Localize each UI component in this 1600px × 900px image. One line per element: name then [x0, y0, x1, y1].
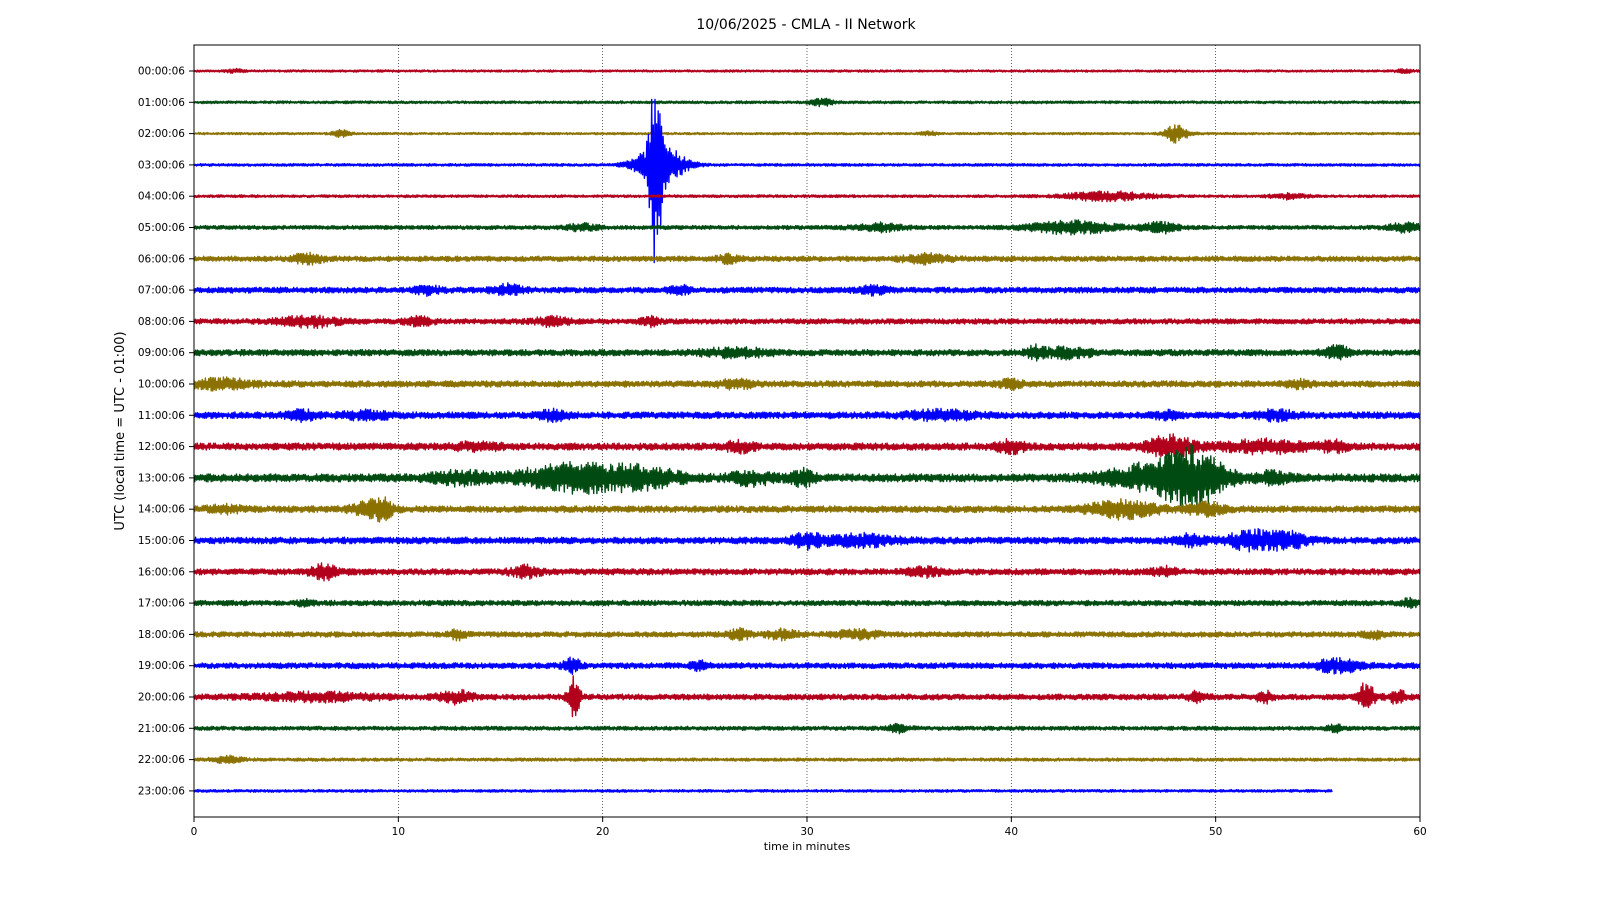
y-tick-label: 09:00:06 — [138, 347, 185, 359]
trace-row-20:00:06 — [193, 675, 1421, 718]
x-tick-label-0: 0 — [191, 826, 198, 838]
y-tick-label: 01:00:06 — [138, 97, 185, 109]
y-tick-label: 07:00:06 — [138, 285, 185, 297]
y-tick-label: 21:00:06 — [138, 723, 185, 735]
chart-title: 10/06/2025 - CMLA - II Network — [696, 17, 916, 33]
y-tick-label: 03:00:06 — [138, 159, 185, 171]
y-tick-label: 16:00:06 — [138, 566, 185, 578]
trace-row-21:00:06 — [193, 722, 1421, 735]
y-tick-label: 14:00:06 — [138, 504, 185, 516]
trace-row-17:00:06 — [193, 596, 1421, 610]
trace-row-16:00:06 — [193, 562, 1421, 582]
grid-lines — [398, 45, 1216, 817]
y-axis-label: UTC (local time = UTC - 01:00) — [113, 331, 128, 530]
y-tick-label: 11:00:06 — [138, 410, 185, 422]
y-tick-label: 18:00:06 — [138, 629, 185, 641]
plot-frame — [193, 44, 1421, 818]
x-tick-label-10: 10 — [392, 826, 405, 838]
trace-row-04:00:06 — [193, 190, 1421, 203]
y-tick-label: 05:00:06 — [138, 222, 185, 234]
x-axis-label: time in minutes — [764, 840, 851, 853]
y-tick-label: 19:00:06 — [138, 660, 185, 672]
trace-row-14:00:06 — [193, 496, 1421, 523]
seismic-traces — [193, 67, 1421, 793]
trace-row-10:00:06 — [193, 376, 1421, 392]
x-tick-label-20: 20 — [596, 826, 609, 838]
y-tick-label: 02:00:06 — [138, 128, 185, 140]
x-tick-label-30: 30 — [800, 826, 813, 838]
trace-row-12:00:06 — [193, 433, 1421, 461]
trace-row-01:00:06 — [193, 97, 1421, 108]
trace-row-11:00:06 — [193, 407, 1421, 424]
x-tick-label-50: 50 — [1209, 826, 1222, 838]
y-tick-label: 08:00:06 — [138, 316, 185, 328]
y-tick-label: 10:00:06 — [138, 379, 185, 391]
y-tick-label: 23:00:06 — [138, 785, 185, 797]
y-tick-label: 17:00:06 — [138, 598, 185, 610]
y-tick-label: 12:00:06 — [138, 441, 185, 453]
y-tick-label: 06:00:06 — [138, 253, 185, 265]
x-axis: 0 10 20 30 40 50 60 — [191, 817, 1427, 838]
trace-row-06:00:06 — [193, 251, 1421, 266]
trace-row-07:00:06 — [193, 282, 1421, 297]
trace-row-18:00:06 — [193, 626, 1421, 642]
trace-row-00:00:06 — [193, 67, 1421, 75]
x-tick-label-60: 60 — [1413, 826, 1426, 838]
y-tick-label: 15:00:06 — [138, 535, 185, 547]
y-axis: 00:00:06 01:00:06 02:00:06 03:00:06 04:00:06… — [138, 66, 194, 797]
trace-row-23:00:06 — [193, 788, 1333, 793]
trace-row-22:00:06 — [193, 754, 1421, 765]
trace-row-08:00:06 — [193, 314, 1421, 329]
trace-row-05:00:06 — [193, 219, 1421, 236]
y-tick-label: 04:00:06 — [138, 191, 185, 203]
y-tick-label: 20:00:06 — [138, 692, 185, 704]
y-tick-label: 00:00:06 — [138, 66, 185, 78]
trace-row-03:00:06 — [193, 98, 1421, 264]
y-tick-label: 22:00:06 — [138, 754, 185, 766]
trace-row-13:00:06 — [193, 443, 1421, 511]
trace-row-02:00:06 — [193, 124, 1421, 144]
trace-row-15:00:06 — [193, 528, 1421, 553]
x-tick-label-40: 40 — [1005, 826, 1018, 838]
trace-row-09:00:06 — [193, 343, 1421, 362]
trace-row-19:00:06 — [193, 656, 1421, 676]
y-tick-label: 13:00:06 — [138, 472, 185, 484]
